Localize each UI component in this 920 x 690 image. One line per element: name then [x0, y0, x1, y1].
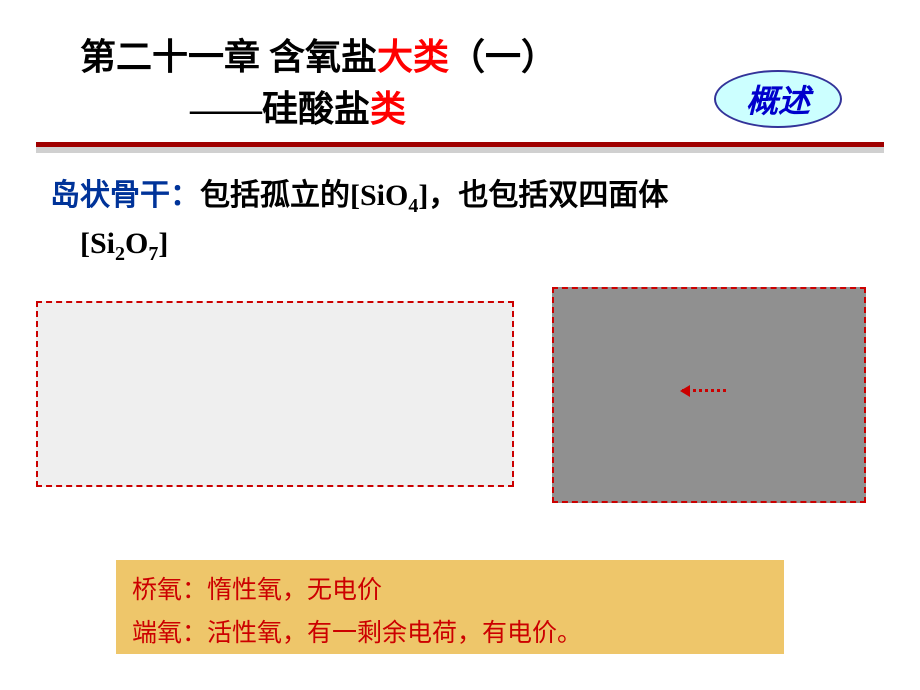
placeholder-box-left — [36, 301, 514, 487]
body-seg2: ，也包括双四面体 — [428, 179, 668, 212]
title-seg-2: （一） — [449, 37, 557, 77]
body-lead: 岛状骨干： — [50, 179, 200, 212]
note1-label: 桥氧： — [132, 577, 207, 604]
note-line-1: 桥氧：惰性氧，无电价 — [132, 570, 768, 613]
placeholder-box-right — [552, 287, 866, 503]
arrow-left-icon — [682, 389, 726, 392]
overview-badge: 概述 — [714, 70, 842, 128]
formula2-sub2: 7 — [148, 243, 158, 265]
diagram-area — [0, 287, 920, 505]
formula2-sub1: 2 — [115, 243, 125, 265]
title-area: 第二十一章 含氧盐大类（一） ——硅酸盐类 概述 — [0, 0, 920, 132]
title-red-1: 大类 — [377, 37, 449, 77]
badge-text: 概述 — [746, 76, 810, 122]
title-red-2: 类 — [370, 89, 406, 129]
divider-shadow — [36, 147, 884, 153]
formula1-sub: 4 — [408, 195, 418, 217]
formula2-b: ] — [158, 227, 168, 260]
note-line-2: 端氧：活性氧，有一剩余电荷，有电价。 — [132, 613, 768, 656]
title-seg-3: ——硅酸盐 — [190, 89, 370, 129]
formula1-b: ] — [418, 179, 428, 212]
title-line-1: 第二十一章 含氧盐大类（一） — [80, 28, 860, 80]
body-seg1: 包括孤立的 — [200, 179, 350, 212]
formula2-mid: O — [125, 227, 148, 260]
formula1-a: [SiO — [350, 179, 408, 212]
note1-text: 惰性氧，无电价 — [207, 577, 382, 604]
note2-label: 端氧： — [132, 620, 207, 647]
body-paragraph: 岛状骨干：包括孤立的[SiO4]，也包括双四面体 [Si2O7] — [50, 173, 870, 269]
title-seg-1: 第二十一章 含氧盐 — [80, 37, 377, 77]
notes-box: 桥氧：惰性氧，无电价 端氧：活性氧，有一剩余电荷，有电价。 — [116, 560, 784, 654]
divider — [36, 142, 884, 153]
formula2-a: [Si — [80, 227, 115, 260]
note2-text: 活性氧，有一剩余电荷，有电价。 — [207, 620, 582, 647]
